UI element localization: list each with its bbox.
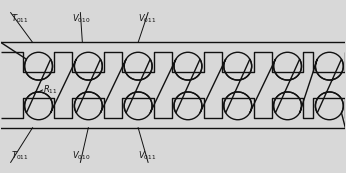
Text: $V_{010}$: $V_{010}$ (72, 150, 91, 162)
Text: $T_{011}$: $T_{011}$ (11, 150, 28, 162)
Text: $V_{011}$: $V_{011}$ (138, 13, 156, 25)
Text: $R_{11}$: $R_{11}$ (43, 84, 57, 96)
Text: $V_{011}$: $V_{011}$ (138, 150, 156, 162)
Text: $T_{011}$: $T_{011}$ (11, 13, 28, 25)
Text: $V_{010}$: $V_{010}$ (72, 13, 91, 25)
